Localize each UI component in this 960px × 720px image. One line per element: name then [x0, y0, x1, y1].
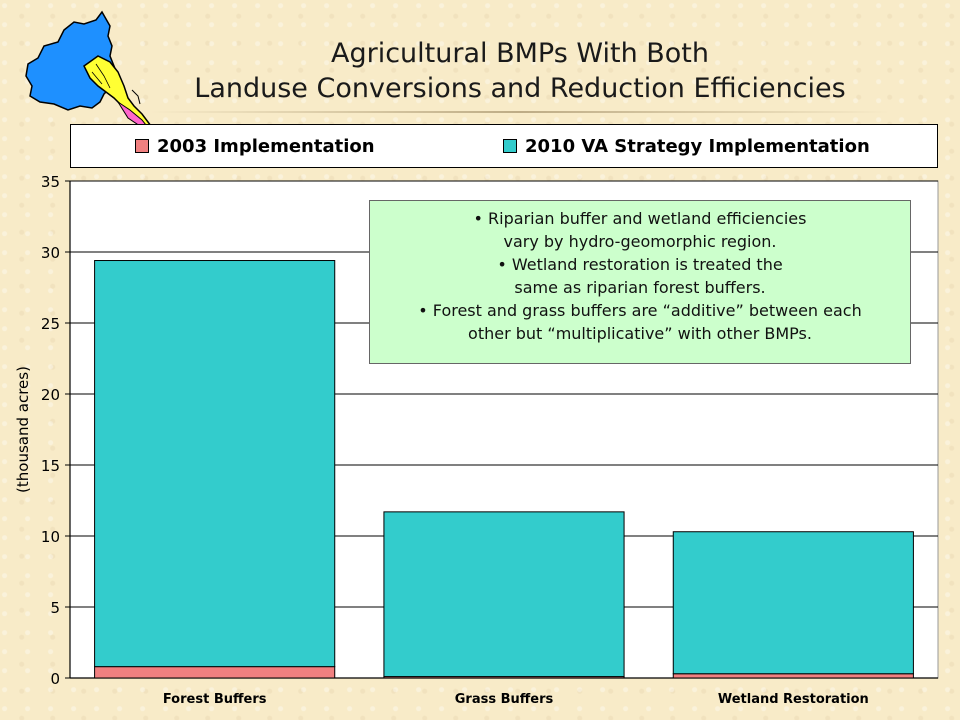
- legend-swatch-2010: [503, 139, 517, 153]
- annotation-box: • Riparian buffer and wetland efficienci…: [369, 200, 911, 364]
- y-tick-label: 25: [41, 315, 60, 333]
- legend-item-2010: 2010 VA Strategy Implementation: [503, 136, 870, 157]
- bar-2010: [94, 260, 336, 668]
- bar-2010: [672, 531, 914, 675]
- y-axis-label: (thousand acres): [14, 366, 32, 493]
- bar-2010: [383, 511, 625, 678]
- annotation-line-5: • Forest and grass buffers are “additive…: [418, 301, 862, 320]
- title-line-1: Agricultural BMPs With Both: [331, 38, 709, 69]
- annotation-line-1: • Riparian buffer and wetland efficienci…: [473, 209, 807, 228]
- title-line-2: Landuse Conversions and Reduction Effici…: [194, 73, 846, 104]
- chart-legend: 2003 Implementation 2010 VA Strategy Imp…: [70, 124, 938, 168]
- legend-label-2003: 2003 Implementation: [157, 136, 375, 157]
- y-tick-label: 0: [50, 670, 60, 688]
- annotation-line-6: other but “multiplicative” with other BM…: [468, 324, 812, 343]
- slide-title: Agricultural BMPs With Both Landuse Conv…: [170, 36, 870, 106]
- legend-label-2010: 2010 VA Strategy Implementation: [525, 136, 870, 157]
- x-category-label: Forest Buffers: [163, 692, 267, 707]
- annotation-line-3: • Wetland restoration is treated the: [497, 255, 783, 274]
- y-tick-label: 30: [41, 244, 60, 262]
- title-underline: [150, 111, 890, 113]
- legend-swatch-2003: [135, 139, 149, 153]
- bar-2003: [94, 666, 336, 679]
- y-tick-label: 10: [41, 528, 60, 546]
- x-category-label: Wetland Restoration: [718, 692, 869, 707]
- y-tick-label: 5: [50, 599, 60, 617]
- y-tick-label: 15: [41, 457, 60, 475]
- bar-2003: [672, 673, 914, 679]
- x-category-label: Grass Buffers: [455, 692, 554, 707]
- annotation-line-2: vary by hydro-geomorphic region.: [503, 232, 777, 251]
- watershed-map-logo: [25, 10, 156, 132]
- y-tick-label: 35: [41, 173, 60, 191]
- legend-item-2003: 2003 Implementation: [135, 136, 375, 157]
- annotation-line-4: same as riparian forest buffers.: [514, 278, 766, 297]
- y-tick-label: 20: [41, 386, 60, 404]
